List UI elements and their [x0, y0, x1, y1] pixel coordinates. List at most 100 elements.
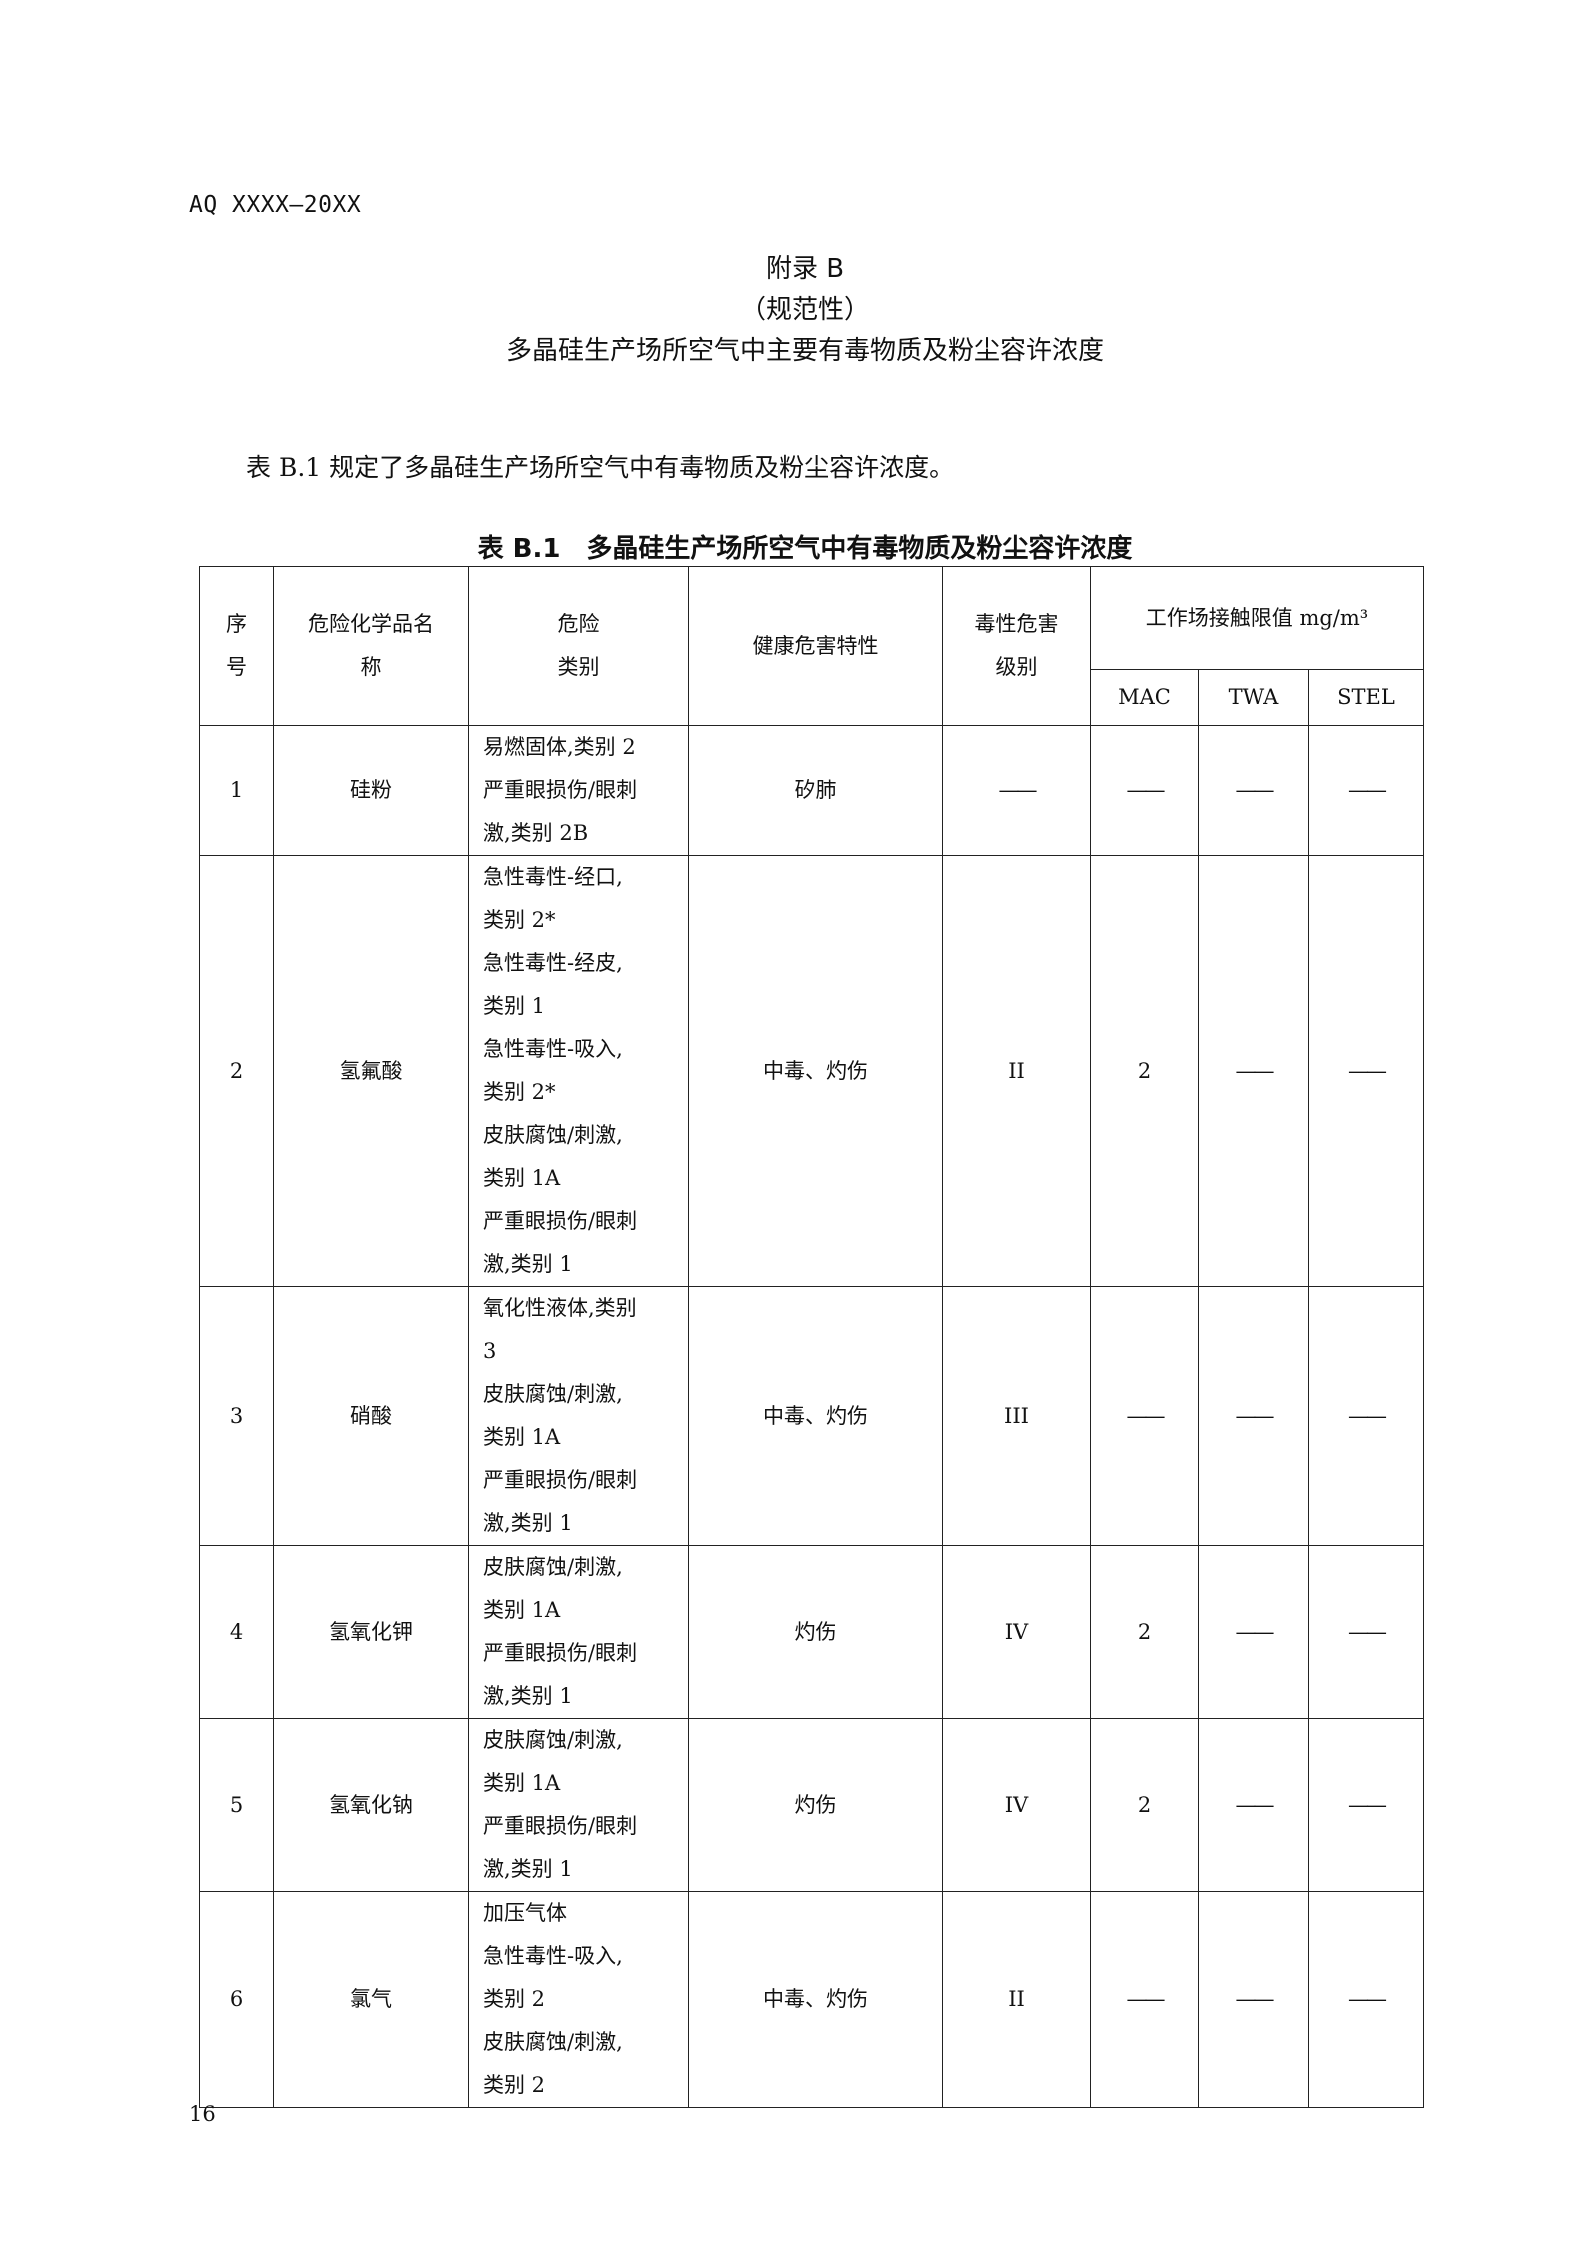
hazard-line: 急性毒性-吸入, — [483, 1944, 623, 1968]
hazard-line: 类别 2 — [483, 1987, 546, 2011]
cell-name: 氢氧化钠 — [273, 1718, 469, 1892]
table-row: 1 硅粉 易燃固体,类别 2 严重眼损伤/眼刺 激,类别 2B 矽肺 —— —— —— —— — [199, 725, 1424, 856]
cell-mac: 2 — [1090, 855, 1199, 1287]
table-row: 5 氢氧化钠 皮肤腐蚀/刺激, 类别 1A 严重眼损伤/眼刺 激,类别 1 灼伤 IV 2 —— —… — [199, 1718, 1424, 1892]
hazard-line: 氧化性液体,类别 — [483, 1296, 637, 1320]
hazard-line: 类别 1A — [483, 1425, 561, 1449]
cell-mac: —— — [1090, 725, 1199, 856]
header-no: 序号 — [199, 566, 274, 726]
cell-stel: —— — [1308, 1891, 1424, 2108]
cell-stel: —— — [1308, 1286, 1424, 1546]
cell-hazard: 急性毒性-经口, 类别 2* 急性毒性-经皮, 类别 1 急性毒性-吸入, 类别 2* 皮肤… — [468, 855, 689, 1287]
cell-hazard: 易燃固体,类别 2 严重眼损伤/眼刺 激,类别 2B — [468, 725, 689, 856]
cell-health: 中毒、灼伤 — [688, 855, 943, 1287]
header-hazard: 危险类别 — [468, 566, 689, 726]
header-limit: 工作场接触限值 mg/m³ — [1090, 566, 1424, 670]
hazard-line: 严重眼损伤/眼刺 — [483, 1814, 638, 1838]
appendix-label: 附录 B — [765, 254, 845, 284]
hazard-line: 皮肤腐蚀/刺激, — [483, 1728, 623, 1752]
hazard-line: 急性毒性-吸入, — [483, 1037, 623, 1061]
header-twa: TWA — [1198, 669, 1309, 726]
cell-level: IV — [942, 1718, 1091, 1892]
hazard-line: 严重眼损伤/眼刺 — [483, 1209, 638, 1233]
hazard-line: 严重眼损伤/眼刺 — [483, 1468, 638, 1492]
cell-no: 5 — [199, 1718, 274, 1892]
cell-hazard: 加压气体急性毒性-吸入, 类别 2 皮肤腐蚀/刺激, 类别 2 — [468, 1891, 689, 2108]
cell-level: —— — [942, 725, 1091, 856]
hazard-line: 类别 2* — [483, 1080, 556, 1104]
cell-mac: —— — [1090, 1891, 1199, 2108]
hazard-line: 类别 1A — [483, 1166, 561, 1190]
cell-level: III — [942, 1286, 1091, 1546]
cell-health: 矽肺 — [688, 725, 943, 856]
appendix-type: （规范性） — [739, 295, 870, 325]
cell-health: 中毒、灼伤 — [688, 1891, 943, 2108]
cell-no: 3 — [199, 1286, 274, 1546]
hazard-line: 激,类别 1 — [483, 1252, 573, 1276]
hazard-line: 激,类别 1 — [483, 1857, 573, 1881]
cell-health: 灼伤 — [688, 1545, 943, 1719]
cell-health: 中毒、灼伤 — [688, 1286, 943, 1546]
hazard-line: 皮肤腐蚀/刺激, — [483, 2030, 623, 2054]
cell-twa: —— — [1198, 1286, 1309, 1546]
header-health: 健康危害特性 — [688, 566, 943, 726]
cell-name: 氢氟酸 — [273, 855, 469, 1287]
cell-stel: —— — [1308, 1718, 1424, 1892]
hazard-line: 激,类别 1 — [483, 1684, 573, 1708]
cell-twa: —— — [1198, 855, 1309, 1287]
hazard-line: 类别 2* — [483, 908, 556, 932]
header-level: 毒性危害级别 — [942, 566, 1091, 726]
hazard-line: 严重眼损伤/眼刺 — [483, 1641, 638, 1665]
header-name: 危险化学品名称 — [273, 566, 469, 726]
cell-mac: 2 — [1090, 1718, 1199, 1892]
cell-hazard: 氧化性液体,类别 3 皮肤腐蚀/刺激, 类别 1A 严重眼损伤/眼刺 激,类别 1 — [468, 1286, 689, 1546]
cell-twa: —— — [1198, 725, 1309, 856]
cell-name: 硝酸 — [273, 1286, 469, 1546]
concentration-table: 序号 危险化学品名称 危险类别 健康危害特性 毒性危害级别 工作场接触限值 mg… — [199, 566, 1424, 2108]
cell-hazard: 皮肤腐蚀/刺激, 类别 1A 严重眼损伤/眼刺 激,类别 1 — [468, 1718, 689, 1892]
cell-level: IV — [942, 1545, 1091, 1719]
cell-mac: —— — [1090, 1286, 1199, 1546]
header-mac: MAC — [1090, 669, 1199, 726]
cell-no: 2 — [199, 855, 274, 1287]
table-row: 6 氯气 加压气体 急性毒性-吸入, 类别 2 皮肤腐蚀/刺激, 类别 2 中毒、灼伤 II ——… — [199, 1891, 1424, 2108]
hazard-line: 类别 2 — [483, 2073, 546, 2097]
page-number: 16 — [189, 2102, 216, 2126]
cell-mac: 2 — [1090, 1545, 1199, 1719]
cell-name: 硅粉 — [273, 725, 469, 856]
cell-level: II — [942, 855, 1091, 1287]
table-row: 4 氢氧化钾 皮肤腐蚀/刺激, 类别 1A 严重眼损伤/眼刺 激,类别 1 灼伤 IV 2 —— —… — [199, 1545, 1424, 1719]
hazard-line: 加压气体 — [483, 1901, 567, 1925]
hazard-line: 类别 1A — [483, 1598, 561, 1622]
document-code-header: AQ XXXX—20XX — [189, 192, 362, 218]
hazard-line: 严重眼损伤/眼刺 — [483, 778, 638, 802]
hazard-line: 激,类别 1 — [483, 1511, 573, 1535]
cell-stel: —— — [1308, 725, 1424, 856]
cell-hazard: 皮肤腐蚀/刺激, 类别 1A 严重眼损伤/眼刺 激,类别 1 — [468, 1545, 689, 1719]
cell-stel: —— — [1308, 855, 1424, 1287]
hazard-line: 皮肤腐蚀/刺激, — [483, 1555, 623, 1579]
cell-twa: —— — [1198, 1545, 1309, 1719]
cell-no: 6 — [199, 1891, 274, 2108]
cell-no: 4 — [199, 1545, 274, 1719]
intro-paragraph: 表 B.1 规定了多晶硅生产场所空气中有毒物质及粉尘容许浓度。 — [246, 453, 955, 482]
cell-level: II — [942, 1891, 1091, 2108]
cell-twa: —— — [1198, 1718, 1309, 1892]
hazard-line: 激,类别 2B — [483, 821, 589, 845]
header-stel: STEL — [1308, 669, 1424, 726]
cell-health: 灼伤 — [688, 1718, 943, 1892]
cell-twa: —— — [1198, 1891, 1309, 2108]
table-caption: 表 B.1 多晶硅生产场所空气中有毒物质及粉尘容许浓度 — [477, 534, 1133, 564]
cell-name: 氯气 — [273, 1891, 469, 2108]
hazard-line: 易燃固体,类别 2 — [483, 735, 636, 759]
hazard-line: 类别 1A — [483, 1771, 561, 1795]
hazard-line: 类别 1 — [483, 994, 546, 1018]
appendix-title: 多晶硅生产场所空气中主要有毒物质及粉尘容许浓度 — [505, 336, 1104, 366]
cell-stel: —— — [1308, 1545, 1424, 1719]
cell-name: 氢氧化钾 — [273, 1545, 469, 1719]
hazard-line: 皮肤腐蚀/刺激, — [483, 1382, 623, 1406]
hazard-line: 急性毒性-经口, — [483, 865, 623, 889]
hazard-line: 皮肤腐蚀/刺激, — [483, 1123, 623, 1147]
hazard-line: 急性毒性-经皮, — [483, 951, 623, 975]
cell-no: 1 — [199, 725, 274, 856]
